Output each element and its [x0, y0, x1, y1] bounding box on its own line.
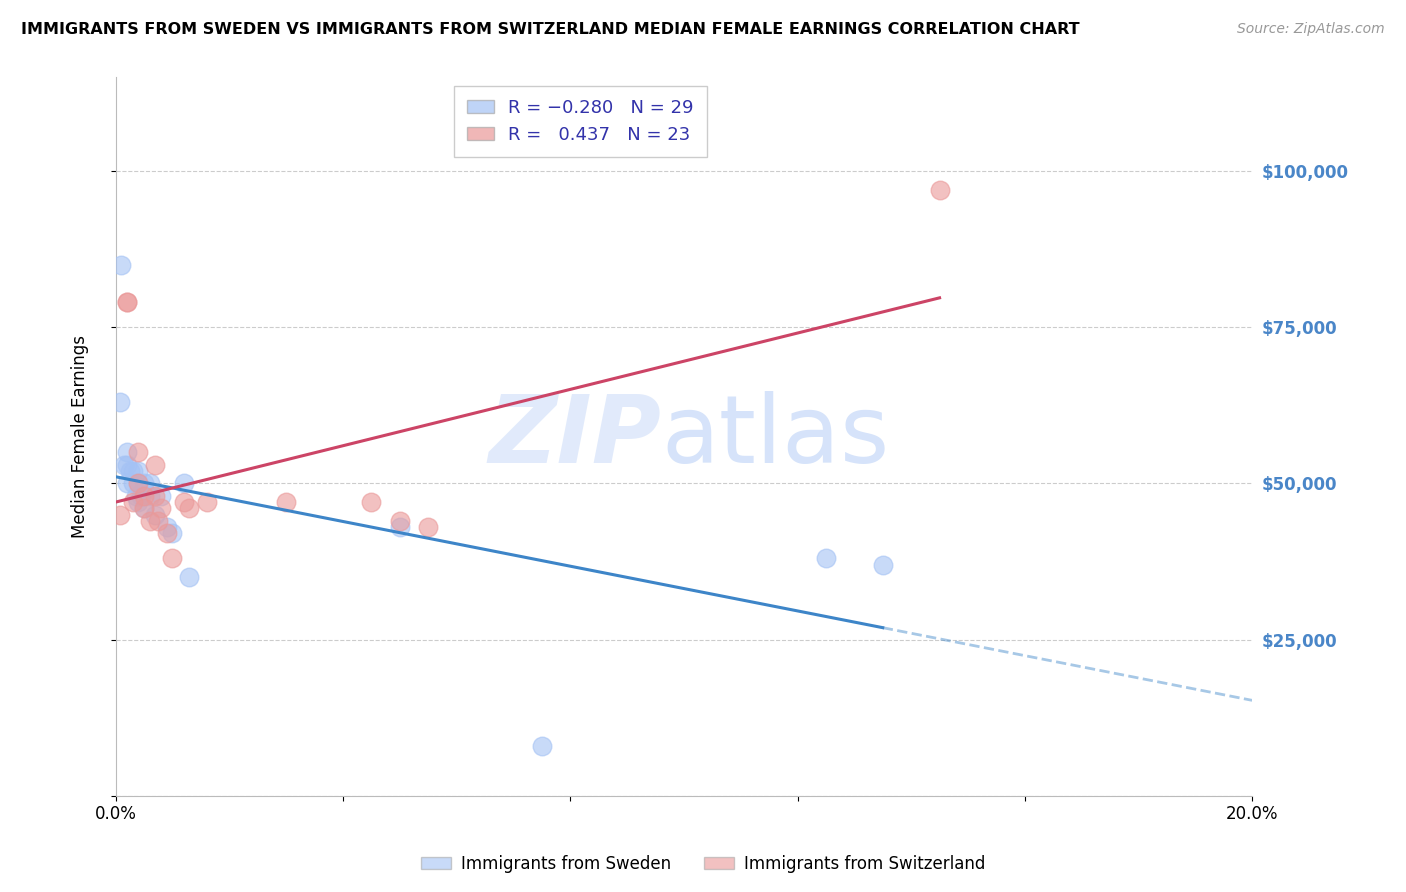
Point: [127, 476, 149, 491]
Point: [150, 501, 173, 516]
Point: [108, 508, 131, 522]
Legend: R = −​0.280   N = 29, R =   0.437   N = 23: R = −​0.280 N = 29, R = 0.437 N = 23: [454, 87, 707, 157]
Point: [145, 508, 167, 522]
Point: [388, 520, 411, 534]
Point: [124, 489, 146, 503]
Point: [145, 489, 167, 503]
Point: [115, 476, 138, 491]
Text: atlas: atlas: [661, 391, 890, 483]
Point: [132, 483, 155, 497]
Point: [115, 295, 138, 310]
Point: [195, 495, 218, 509]
Point: [110, 258, 132, 272]
Point: [127, 495, 149, 509]
Point: [115, 295, 138, 310]
Point: [418, 520, 440, 534]
Point: [530, 739, 553, 753]
Text: ZIP: ZIP: [488, 391, 661, 483]
Point: [814, 551, 837, 566]
Point: [132, 489, 155, 503]
Y-axis label: Median Female Earnings: Median Female Earnings: [72, 335, 89, 538]
Legend: Immigrants from Sweden, Immigrants from Switzerland: Immigrants from Sweden, Immigrants from …: [413, 848, 993, 880]
Point: [872, 558, 894, 572]
Point: [179, 570, 201, 584]
Point: [127, 476, 149, 491]
Point: [132, 476, 155, 491]
Text: IMMIGRANTS FROM SWEDEN VS IMMIGRANTS FROM SWITZERLAND MEDIAN FEMALE EARNINGS COR: IMMIGRANTS FROM SWEDEN VS IMMIGRANTS FRO…: [21, 22, 1080, 37]
Point: [132, 501, 155, 516]
Point: [112, 458, 135, 472]
Point: [162, 526, 184, 541]
Point: [121, 495, 143, 509]
Point: [115, 458, 138, 472]
Point: [132, 501, 155, 516]
Point: [388, 514, 411, 528]
Point: [360, 495, 382, 509]
Point: [173, 495, 195, 509]
Point: [138, 489, 160, 503]
Point: [145, 458, 167, 472]
Text: Source: ZipAtlas.com: Source: ZipAtlas.com: [1237, 22, 1385, 37]
Point: [118, 464, 141, 478]
Point: [121, 476, 143, 491]
Point: [108, 395, 131, 409]
Point: [274, 495, 297, 509]
Point: [129, 489, 152, 503]
Point: [150, 489, 173, 503]
Point: [138, 514, 160, 528]
Point: [928, 183, 950, 197]
Point: [115, 445, 138, 459]
Point: [162, 551, 184, 566]
Point: [127, 445, 149, 459]
Point: [156, 520, 179, 534]
Point: [127, 464, 149, 478]
Point: [148, 514, 170, 528]
Point: [138, 476, 160, 491]
Point: [156, 526, 179, 541]
Point: [121, 464, 143, 478]
Point: [179, 501, 201, 516]
Point: [173, 476, 195, 491]
